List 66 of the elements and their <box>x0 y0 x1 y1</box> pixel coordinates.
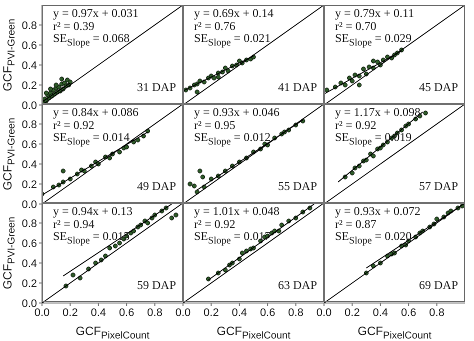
annotation: 41 DAP <box>278 80 317 95</box>
y-tick-label: 0.6 <box>22 40 37 52</box>
annotation: y = 0.97x + 0.031 <box>53 6 139 20</box>
annotation: r² = 0.92 <box>53 118 94 132</box>
annotation: 69 DAP <box>418 278 458 293</box>
x-axis-title: GCF$_{PixelCount}$ <box>358 324 432 341</box>
y-tick-label: 0.4 <box>22 60 37 72</box>
x-tick-label: 0.4 <box>372 306 388 319</box>
y-tick-label: 0.6 <box>22 138 37 151</box>
x-tick-label: 0.6 <box>400 306 416 319</box>
y-tick-label: 0.2 <box>22 80 37 92</box>
annotation: r² = 0.87 <box>335 216 376 230</box>
annotation: 63 DAP <box>278 278 317 293</box>
annotation: r² = 0.92 <box>335 118 376 132</box>
x-tick-label: 0.0 <box>316 306 332 319</box>
x-tick-label: 0.0 <box>175 306 191 319</box>
x-tick-label: 0.8 <box>288 306 304 319</box>
x-tick-label: 0.2 <box>344 306 360 319</box>
annotation: y = 1.01x + 0.048 <box>194 204 280 218</box>
annotation: SE$_{Slope}$ = 0.068 <box>53 31 130 50</box>
x-tick-label: 0.8 <box>147 306 162 319</box>
y-tick-label: 0.0 <box>22 198 37 211</box>
x-tick-label: 0.4 <box>232 306 248 319</box>
annotation: r² = 0.39 <box>53 18 94 32</box>
annotation: SE$_{Slope}$ = 0.012 <box>194 130 271 148</box>
annotation: y = 0.79x + 0.11 <box>335 6 414 20</box>
annotation: SE$_{Slope}$ = 0.029 <box>335 31 412 50</box>
y-tick-label: 0.8 <box>22 118 37 131</box>
y-tick-label: 0.6 <box>22 238 37 250</box>
y-tick-label: 0.4 <box>22 158 37 171</box>
annotation: y = 1.17x + 0.098 <box>335 105 421 119</box>
x-tick-label: 0.2 <box>62 306 78 319</box>
annotation: y = 0.94x + 0.13 <box>53 204 133 218</box>
y-tick-label: 0.8 <box>22 218 37 230</box>
annotation: 57 DAP <box>418 179 458 194</box>
annotation: r² = 0.92 <box>194 216 236 230</box>
annotation: y = 0.93x + 0.072 <box>335 204 421 218</box>
annotation: 45 DAP <box>418 80 458 95</box>
x-tick-label: 0.2 <box>204 306 219 319</box>
x-tick-label: 0.8 <box>429 306 444 319</box>
y-tick-label: 0.8 <box>22 20 37 32</box>
y-tick-label: 0.0 <box>22 100 37 112</box>
x-tick-label: 0.6 <box>118 306 134 319</box>
x-tick-label: 0.4 <box>90 306 106 319</box>
annotation: SE$_{Slope}$ = 0.020 <box>335 229 412 248</box>
x-tick-label: 0.0 <box>34 306 50 319</box>
y-tick-label: 0.2 <box>22 278 37 290</box>
annotation: y = 0.84x + 0.086 <box>53 105 139 119</box>
annotation: SE$_{Slope}$ = 0.021 <box>194 31 271 50</box>
annotation: r² = 0.95 <box>194 118 236 132</box>
x-axis-title: GCF$_{PixelCount}$ <box>216 324 290 341</box>
y-tick-label: 0.4 <box>22 258 37 270</box>
annotation: y = 0.69x + 0.14 <box>194 6 274 20</box>
annotation: r² = 0.94 <box>53 216 94 230</box>
annotation: 59 DAP <box>136 278 176 293</box>
annotation: 49 DAP <box>136 179 176 194</box>
annotation: 55 DAP <box>278 179 317 194</box>
annotation: y = 0.93x + 0.046 <box>194 105 280 119</box>
annotation: r² = 0.76 <box>194 18 236 32</box>
annotation: 31 DAP <box>136 80 176 95</box>
x-axis-title: GCF$_{PixelCount}$ <box>76 324 150 341</box>
annotation: r² = 0.70 <box>335 18 376 32</box>
y-tick-label: 0.2 <box>22 178 37 191</box>
y-tick-label: 0.0 <box>22 298 37 310</box>
x-tick-label: 0.6 <box>260 306 276 319</box>
annotation: SE$_{Slope}$ = 0.014 <box>53 130 130 148</box>
